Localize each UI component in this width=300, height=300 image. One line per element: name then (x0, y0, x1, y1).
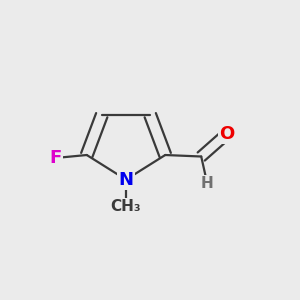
Text: H: H (201, 176, 214, 191)
Text: F: F (49, 149, 62, 167)
Text: CH₃: CH₃ (111, 199, 141, 214)
Text: N: N (118, 171, 134, 189)
Text: O: O (219, 125, 234, 143)
